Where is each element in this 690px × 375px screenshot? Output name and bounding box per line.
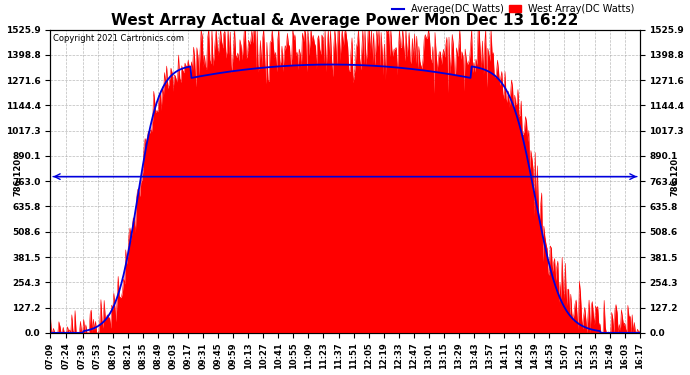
Text: 786.120: 786.120: [671, 158, 680, 196]
Text: 786.120: 786.120: [13, 158, 22, 196]
Legend: Average(DC Watts), West Array(DC Watts): Average(DC Watts), West Array(DC Watts): [392, 4, 635, 14]
Text: Copyright 2021 Cartronics.com: Copyright 2021 Cartronics.com: [53, 34, 184, 43]
Title: West Array Actual & Average Power Mon Dec 13 16:22: West Array Actual & Average Power Mon De…: [111, 13, 579, 28]
